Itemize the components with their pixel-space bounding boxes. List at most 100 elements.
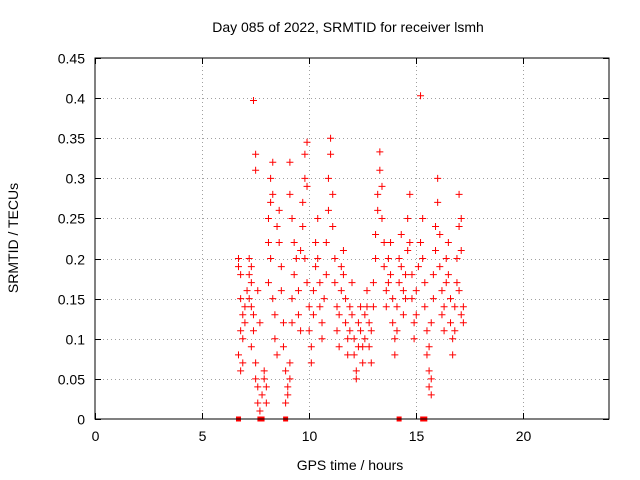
data-point [438, 287, 446, 295]
data-point [402, 271, 410, 279]
data-point [350, 351, 358, 359]
data-point [324, 174, 332, 182]
data-point [395, 255, 403, 263]
data-point [252, 375, 260, 383]
data-point [361, 335, 369, 343]
data-point [237, 271, 245, 279]
data-point [275, 206, 283, 214]
data-point [376, 148, 384, 156]
data-point [271, 335, 279, 343]
data-point [459, 319, 467, 327]
data-point [444, 271, 452, 279]
data-point [249, 97, 257, 105]
data-point [237, 327, 245, 335]
data-point [449, 351, 457, 359]
data-point [249, 311, 257, 319]
data-point [427, 375, 435, 383]
data-point [369, 279, 377, 287]
data-point [399, 311, 407, 319]
data-point [282, 399, 290, 407]
data-point [453, 279, 461, 287]
data-point [320, 295, 328, 303]
data-point [290, 239, 298, 247]
data-point [234, 351, 242, 359]
data-point [245, 255, 253, 263]
data-point [303, 279, 311, 287]
chart-title: Day 085 of 2022, SRMTID for receiver lsm… [212, 19, 484, 35]
data-point [429, 295, 437, 303]
data-point [335, 343, 343, 351]
data-point [344, 335, 352, 343]
data-point [354, 319, 362, 327]
data-point [399, 287, 407, 295]
data-point [262, 383, 270, 391]
data-point [384, 279, 392, 287]
plot-frame [94, 57, 610, 420]
data-point [260, 367, 268, 375]
data-point [314, 214, 322, 222]
data-point [404, 214, 412, 222]
data-point [384, 255, 392, 263]
data-point [404, 247, 412, 255]
data-point [307, 359, 315, 367]
data-point [359, 359, 367, 367]
data-point [284, 383, 292, 391]
data-point [329, 222, 337, 230]
data-point [382, 303, 390, 311]
data-point [376, 166, 384, 174]
data-point [455, 190, 463, 198]
data-point [374, 206, 382, 214]
data-point [256, 319, 264, 327]
data-point [237, 367, 245, 375]
data-point [350, 335, 358, 343]
data-point [406, 239, 414, 247]
data-point [436, 230, 444, 238]
data-point [432, 247, 440, 255]
data-point [312, 239, 320, 247]
data-point [239, 335, 247, 343]
data-point [312, 263, 320, 271]
data-point [252, 150, 260, 158]
y-tick-label: 0.25 [58, 211, 85, 227]
data-point [436, 263, 444, 271]
data-point [264, 214, 272, 222]
data-point [243, 287, 251, 295]
data-point [365, 319, 373, 327]
data-point [292, 255, 300, 263]
data-point [286, 375, 294, 383]
data-point [357, 327, 365, 335]
data-point [303, 138, 311, 146]
data-point [254, 383, 262, 391]
data-point [361, 311, 369, 319]
data-point [339, 247, 347, 255]
data-point [309, 311, 317, 319]
data-point [397, 230, 405, 238]
data-point [374, 190, 382, 198]
data-point [425, 383, 433, 391]
x-tick-label: 0 [92, 428, 100, 444]
data-point [406, 190, 414, 198]
data-point [391, 351, 399, 359]
data-point [393, 303, 401, 311]
data-point [417, 92, 425, 100]
data-point [297, 327, 305, 335]
data-point [303, 182, 311, 190]
data-point [382, 287, 390, 295]
data-point [316, 303, 324, 311]
data-point [327, 134, 335, 142]
data-point [457, 247, 465, 255]
data-point [299, 198, 307, 206]
data-point [316, 279, 324, 287]
data-point [380, 263, 388, 271]
data-point [314, 255, 322, 263]
data-point [389, 319, 397, 327]
data-point [279, 319, 287, 327]
data-point [247, 263, 255, 271]
data-point [269, 295, 277, 303]
data-point [423, 351, 431, 359]
data-point [455, 287, 463, 295]
data-point [363, 303, 371, 311]
data-point [393, 327, 401, 335]
data-point [288, 214, 296, 222]
data-point [339, 271, 347, 279]
